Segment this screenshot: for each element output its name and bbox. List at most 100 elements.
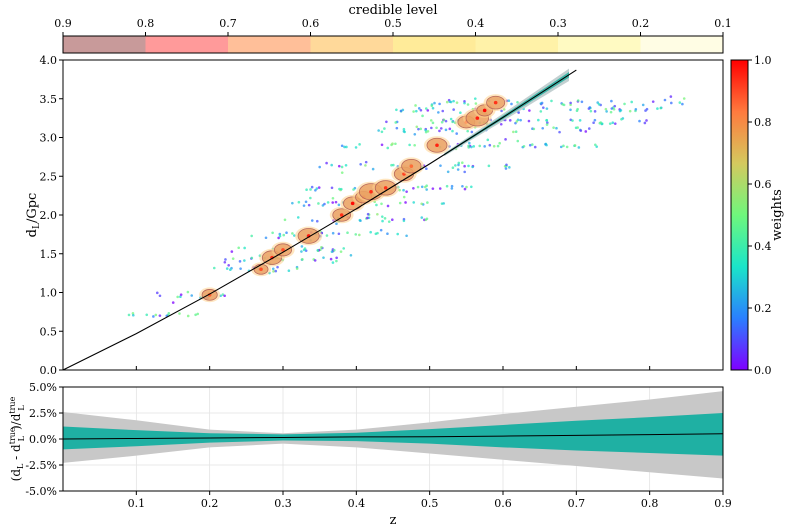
host-galaxy-point [456,168,460,171]
host-galaxy-point [376,212,379,216]
host-galaxy-point [452,108,455,111]
host-galaxy-point [412,201,416,204]
host-galaxy-point [395,108,398,112]
host-galaxy-point [569,103,572,107]
host-galaxy-point [380,215,384,218]
event-point [281,248,285,252]
host-galaxy-point [131,313,135,317]
host-galaxy-point [670,101,673,105]
main-plot-content [63,68,686,370]
credible-level-segment [558,36,641,53]
host-galaxy-point [433,101,436,105]
host-galaxy-point [578,119,582,122]
host-galaxy-point [340,165,344,169]
host-galaxy-point [542,106,545,109]
host-galaxy-point [530,143,534,146]
host-galaxy-point [317,202,320,205]
host-galaxy-point [444,119,448,123]
host-galaxy-point [354,146,358,149]
host-galaxy-point [605,110,608,113]
host-galaxy-point [272,270,275,273]
residual-x-tick-label: 0.1 [128,497,146,510]
host-galaxy-point [426,109,430,112]
host-galaxy-point [505,163,508,167]
host-galaxy-point [302,204,306,207]
host-galaxy-point [318,165,321,169]
host-galaxy-point [438,129,441,133]
host-galaxy-point [243,246,246,250]
host-galaxy-point [287,269,291,273]
host-galaxy-point [474,102,478,105]
host-galaxy-point [465,185,468,189]
residual-plot: 5.0%2.5%0.0%-2.5%-5.0% 0.1 0.2 0.3 0.4 0.5 0.… [8,381,732,528]
host-galaxy-point [309,188,312,191]
event-point [339,213,344,217]
host-galaxy-point [592,121,595,124]
host-galaxy-point [470,185,473,189]
host-galaxy-point [439,127,443,130]
credible-level-tick-label: 0.3 [549,17,567,30]
credible-level-tick-label: 0.6 [302,17,320,30]
host-galaxy-point [446,170,450,174]
host-galaxy-point [438,102,441,106]
host-galaxy-point [405,234,408,238]
host-galaxy-point [415,125,419,129]
host-galaxy-point [285,231,288,235]
host-galaxy-point [571,119,574,122]
dl-z-curve [63,69,577,370]
credible-level-tick-label: 0.2 [632,17,650,30]
host-galaxy-point [425,188,428,191]
host-galaxy-point [445,100,449,104]
host-galaxy-point [359,162,362,166]
rl-sup: true [8,427,17,444]
host-galaxy-point [565,145,569,149]
main-y-tick-label: 4.0 [40,54,58,67]
host-galaxy-point [176,295,179,299]
host-galaxy-point [496,144,500,148]
host-galaxy-point [519,118,522,122]
host-galaxy-point [405,190,408,193]
host-galaxy-point [250,234,253,238]
host-galaxy-point [604,107,608,111]
host-galaxy-point [598,121,602,125]
host-galaxy-point [335,256,338,260]
host-galaxy-point [634,107,638,111]
host-galaxy-point [413,143,416,147]
host-galaxy-point [283,218,287,222]
host-galaxy-point [335,222,338,225]
host-galaxy-point [467,164,470,168]
host-galaxy-point [545,119,548,122]
host-galaxy-point [537,118,540,122]
host-galaxy-point [467,144,470,148]
host-galaxy-point [580,100,584,104]
host-galaxy-point [375,203,378,207]
host-galaxy-point [488,143,492,147]
host-galaxy-point [171,301,175,304]
host-galaxy-point [424,107,428,110]
main-y-tick-label: 3.0 [40,132,58,145]
host-galaxy-point [424,128,427,132]
host-galaxy-point [395,126,399,130]
host-galaxy-point [461,184,464,188]
host-galaxy-point [681,102,684,106]
rl-sup2: true [8,396,17,413]
host-galaxy-point [431,121,435,125]
host-galaxy-point [455,101,459,104]
event-point [369,189,373,194]
host-galaxy-point [304,200,308,204]
host-galaxy-point [398,201,402,205]
host-galaxy-point [402,127,406,131]
host-galaxy-point [514,121,517,125]
host-galaxy-point [196,312,200,316]
host-galaxy-point [459,111,462,114]
host-galaxy-point [426,201,429,204]
ylabel-sub-L: L [32,223,42,229]
host-galaxy-point [158,314,162,317]
host-galaxy-point [577,146,581,149]
host-galaxy-point [466,129,469,133]
host-galaxy-point [562,103,566,107]
host-galaxy-point [402,130,406,133]
host-galaxy-point [345,145,348,149]
host-galaxy-point [364,160,368,164]
weights-label: weights [770,189,785,241]
